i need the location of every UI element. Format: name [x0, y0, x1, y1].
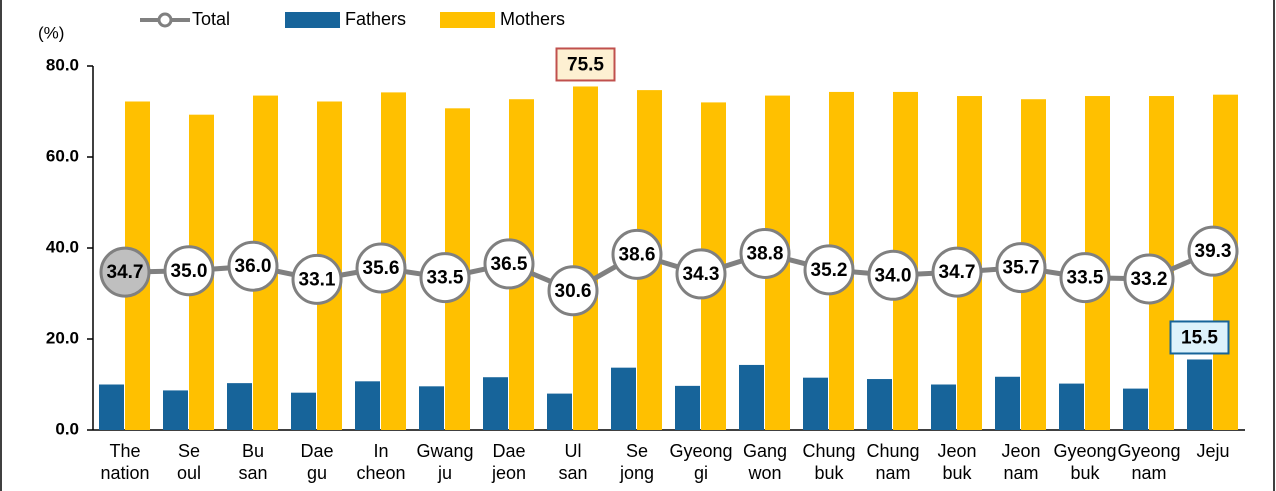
x-tick-label: Ul san: [558, 441, 588, 483]
x-tick-label: The nation: [100, 441, 150, 483]
marker: [931, 246, 983, 298]
marker: [995, 242, 1047, 294]
y-tick-label: 80.0: [46, 55, 79, 74]
x-tick-label: Se oul: [176, 441, 202, 483]
x-tick-label: Se jong: [619, 441, 655, 483]
marker: [227, 240, 279, 292]
bar: [291, 392, 316, 430]
data-label: 33.2: [1131, 269, 1168, 290]
bar: [573, 86, 598, 430]
data-label: 34.7: [939, 262, 976, 283]
bar: [1123, 388, 1148, 430]
bar: [483, 377, 508, 430]
marker: [163, 245, 215, 297]
bar: [227, 383, 252, 430]
bar: [547, 393, 572, 430]
marker: [355, 242, 407, 294]
marker: [675, 248, 727, 300]
data-label: 34.7: [107, 262, 144, 283]
x-tick-label: Chung buk: [802, 441, 856, 483]
legend-swatch: [285, 12, 340, 28]
marker: [419, 252, 471, 304]
marker: [547, 265, 599, 317]
line: [124, 248, 1214, 294]
x-tick-label: Dae gu: [300, 441, 334, 483]
x-tick-label: Chung nam: [866, 441, 920, 483]
data-label: 36.0: [235, 256, 272, 277]
marker: [1123, 253, 1175, 305]
data-label: 36.5: [491, 254, 528, 275]
highlight-label: 15.5: [1181, 327, 1218, 348]
marker: [803, 244, 855, 296]
x-tick-label: In cheon: [356, 441, 406, 483]
marker: [99, 246, 151, 298]
data-label: 38.8: [747, 243, 784, 264]
legend-label: Fathers: [345, 9, 406, 29]
bar: [99, 384, 124, 430]
marker: [867, 249, 919, 301]
data-label: 30.6: [555, 281, 592, 302]
bar: [1187, 359, 1212, 430]
highlight-label: 75.5: [567, 54, 604, 75]
marker: [739, 227, 791, 279]
data-label: 34.0: [875, 265, 912, 286]
x-tick-label: Gyeong nam: [1117, 441, 1181, 483]
bar: [611, 367, 636, 430]
legend-label: Mothers: [500, 9, 565, 29]
bar: [355, 381, 380, 430]
data-label: 35.6: [363, 258, 400, 279]
y-tick-label: 40.0: [46, 237, 79, 256]
y-tick-label: 0.0: [55, 419, 79, 438]
highlight-box: [555, 47, 616, 82]
x-tick-label: Dae jeon: [491, 441, 527, 483]
unit-label: (%): [38, 23, 64, 42]
x-tick-label: Gyeong gi: [669, 441, 733, 483]
data-label: 39.3: [1195, 241, 1232, 262]
x-tick-label: Bu san: [238, 441, 268, 483]
x-tick-label: Gwang ju: [416, 441, 474, 483]
x-tick-label: Jeju: [1196, 441, 1230, 461]
x-tick-label: Gyeong buk: [1053, 441, 1117, 483]
bar: [675, 385, 700, 430]
data-label: 35.0: [171, 261, 208, 282]
bar: [931, 384, 956, 430]
bar: [739, 364, 764, 430]
marker: [483, 238, 535, 290]
marker: [611, 228, 663, 280]
marker: [1187, 225, 1239, 277]
data-label: 34.3: [683, 264, 720, 285]
y-tick-label: 20.0: [46, 328, 79, 347]
data-label: 33.5: [427, 268, 464, 289]
bar: [1059, 383, 1084, 430]
highlight-box: [1169, 320, 1230, 355]
x-tick-label: Jeon buk: [937, 441, 977, 483]
bar: [803, 377, 828, 430]
legend-swatch: [440, 12, 495, 28]
bar: [163, 390, 188, 430]
bar: [419, 386, 444, 430]
marker: [1059, 252, 1111, 304]
marker: [291, 253, 343, 305]
legend-label: Total: [192, 9, 230, 29]
bar: [995, 376, 1020, 430]
data-label: 33.1: [299, 269, 336, 290]
y-tick-label: 60.0: [46, 146, 79, 165]
data-label: 35.2: [811, 260, 848, 281]
data-label: 38.6: [619, 244, 656, 265]
legend-marker: [157, 12, 173, 28]
x-tick-label: Gang won: [742, 441, 788, 483]
data-label: 33.5: [1067, 268, 1104, 289]
data-label: 35.7: [1003, 258, 1040, 279]
x-tick-label: Jeon nam: [1001, 441, 1041, 483]
bar: [867, 379, 892, 430]
